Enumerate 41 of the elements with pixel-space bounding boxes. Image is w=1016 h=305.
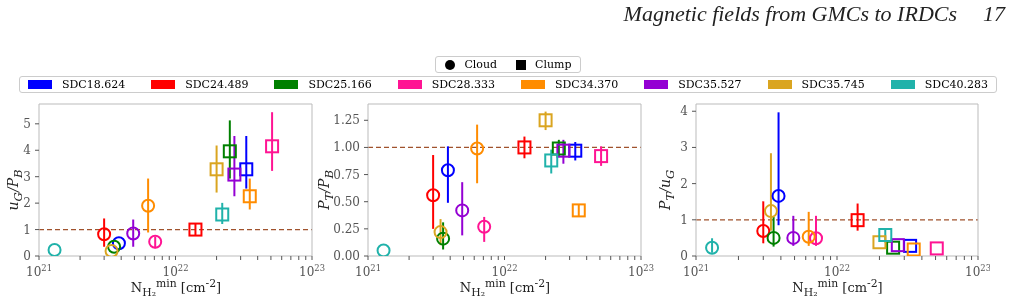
legend-label: SDC34.370 (555, 78, 619, 91)
y-tick-label: 3 (680, 140, 688, 155)
x-tick-label: 10$^{22}$ (162, 263, 189, 279)
text: 17 (983, 1, 1005, 27)
legend-label: SDC40.283 (924, 78, 989, 91)
y-tick-label: 0.00 (333, 249, 360, 263)
x-tick-label: 10$^{23}$ (299, 263, 325, 279)
x-tick-label: 10$^{21}$ (355, 263, 381, 279)
text: Clump (535, 58, 572, 71)
text: Magnetic fields from GMCs to IRDCs (623, 1, 957, 27)
y-tick-label: 0 (23, 249, 31, 263)
x-axis-title: N$_{H₂}$$^{min}$ [cm$^{-2}$] (792, 277, 883, 299)
x-tick-label: 10$^{23}$ (628, 263, 654, 279)
y-tick-label: 0.50 (333, 194, 360, 209)
legend-label: SDC35.745 (801, 78, 865, 91)
x-axis-title: N$_{H₂}$$^{min}$ [cm$^{-2}$] (459, 277, 551, 299)
legend-label: SDC25.166 (308, 78, 372, 91)
y-tick-label: 3 (23, 169, 31, 184)
y-tick-label: 4 (23, 143, 32, 158)
y-tick-label: 1 (23, 222, 31, 237)
x-axis-title: N$_{H₂}$$^{min}$ [cm$^{-2}$] (130, 277, 222, 299)
y-tick-label: 5 (23, 116, 31, 131)
y-tick-label: 4 (680, 104, 689, 119)
x-tick-label: 10$^{23}$ (965, 263, 991, 279)
y-tick-label: 0 (680, 249, 688, 263)
legend-label: SDC18.624 (61, 78, 126, 91)
y-tick-label: 0.75 (333, 167, 360, 182)
x-tick-label: 10$^{22}$ (491, 263, 518, 279)
y-tick-label: 1 (680, 212, 688, 227)
y-tick-label: 1.25 (333, 113, 360, 128)
x-tick-label: 10$^{21}$ (683, 263, 709, 279)
x-tick-label: 10$^{21}$ (26, 263, 52, 279)
y-tick-label: 0.25 (333, 221, 360, 236)
legend-label: SDC24.489 (185, 78, 249, 91)
y-tick-label: 2 (23, 196, 31, 211)
text: Cloud (464, 58, 498, 71)
legend-label: SDC28.333 (431, 78, 495, 91)
legend-label: SDC35.527 (678, 78, 742, 91)
y-tick-label: 1.00 (333, 140, 360, 155)
x-tick-label: 10$^{22}$ (824, 263, 850, 279)
y-tick-label: 2 (680, 176, 688, 191)
